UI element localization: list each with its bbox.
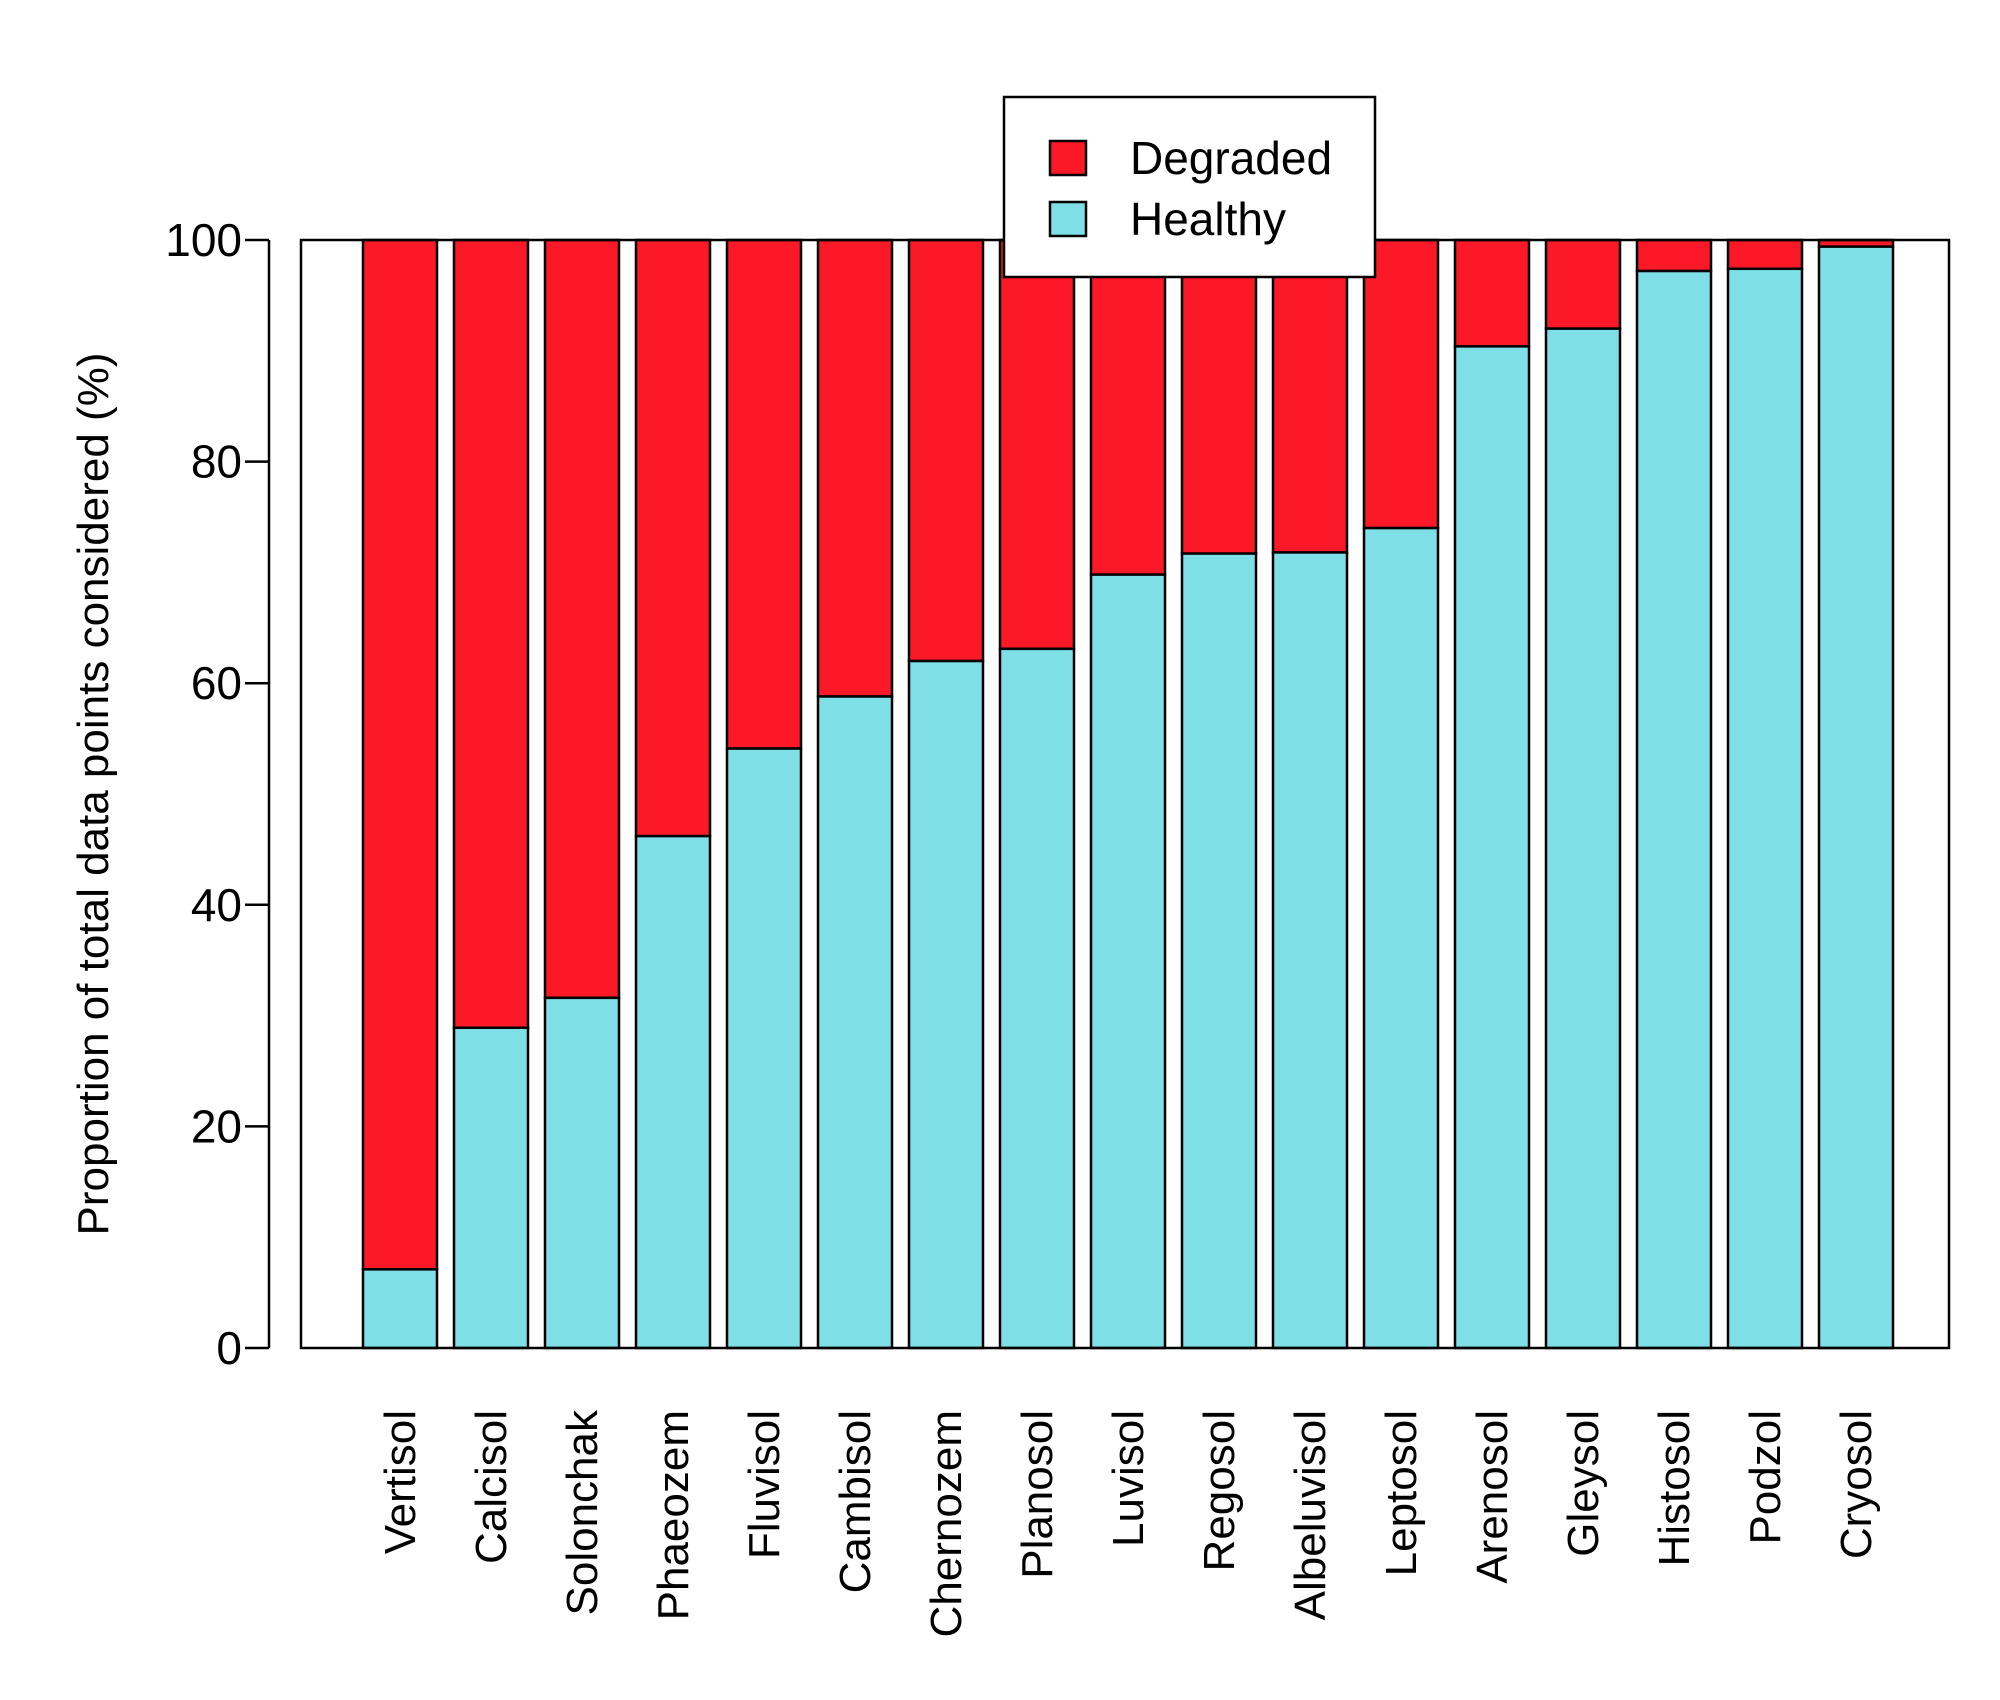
y-axis: 0 20 40 60 80 100: [165, 214, 271, 1374]
x-category-label: Planosol: [1013, 1410, 1062, 1579]
bars-group: [361, 238, 1895, 1350]
bar-degraded-solonchak: [543, 238, 621, 1000]
x-category-label: Luvisol: [1104, 1410, 1153, 1547]
bar-healthy-podzol: [1726, 267, 1804, 1350]
bar-healthy-planosol: [998, 647, 1076, 1350]
bar-degraded-chernozem: [907, 238, 985, 663]
legend-label-degraded: Degraded: [1130, 132, 1332, 184]
bar-degraded-calcisol: [452, 238, 530, 1030]
bar-healthy-cryosol: [1817, 245, 1895, 1350]
y-tick-label: 0: [216, 1322, 242, 1374]
x-category-label: Gleysol: [1559, 1410, 1608, 1557]
bar-healthy-luvisol: [1089, 573, 1167, 1350]
bar-degraded-arenosol: [1453, 238, 1531, 348]
bar-degraded-leptosol: [1362, 238, 1440, 530]
y-tick-label: 100: [165, 214, 242, 266]
bar-degraded-vertisol: [361, 238, 439, 1271]
x-category-label: Leptosol: [1377, 1410, 1426, 1576]
bar-healthy-leptosol: [1362, 526, 1440, 1350]
x-category-label: Phaeozem: [649, 1410, 698, 1620]
bar-healthy-fluvisol: [725, 747, 803, 1350]
bar-healthy-regosol: [1180, 552, 1258, 1350]
bar-healthy-gleysol: [1544, 327, 1622, 1350]
x-category-label: Solonchak: [558, 1409, 607, 1615]
y-tick-label: 40: [191, 879, 242, 931]
bar-healthy-calcisol: [452, 1026, 530, 1350]
bar-healthy-histosol: [1635, 269, 1713, 1350]
x-category-label: Cambisol: [831, 1410, 880, 1593]
legend-label-healthy: Healthy: [1130, 193, 1286, 245]
x-category-label: Fluvisol: [740, 1410, 789, 1559]
bar-healthy-chernozem: [907, 659, 985, 1350]
bar-healthy-arenosol: [1453, 345, 1531, 1350]
x-category-label: Cryosol: [1832, 1410, 1881, 1559]
legend-box: [1002, 95, 1377, 279]
legend-swatch-degraded: [1048, 139, 1088, 177]
bar-healthy-vertisol: [361, 1268, 439, 1350]
bar-degraded-albeluvisol: [1271, 238, 1349, 554]
bar-healthy-solonchak: [543, 996, 621, 1350]
bar-healthy-cambisol: [816, 695, 894, 1350]
bar-degraded-gleysol: [1544, 238, 1622, 330]
y-axis-title: Proportion of total data points consider…: [69, 353, 118, 1236]
bar-degraded-cambisol: [816, 238, 894, 698]
x-category-label: Albeluvisol: [1286, 1410, 1335, 1620]
bar-degraded-regosol: [1180, 238, 1258, 555]
x-category-label: Arenosol: [1468, 1410, 1517, 1584]
bar-degraded-histosol: [1635, 238, 1713, 273]
bar-degraded-phaeozem: [634, 238, 712, 838]
bar-degraded-fluvisol: [725, 238, 803, 750]
legend: Degraded Healthy: [1002, 95, 1377, 279]
x-category-label: Calcisol: [467, 1410, 516, 1564]
y-tick-label: 20: [191, 1100, 242, 1152]
x-category-label: Histosol: [1650, 1410, 1699, 1567]
y-tick-label: 60: [191, 657, 242, 709]
x-category-label: Regosol: [1195, 1410, 1244, 1571]
x-axis-labels: Vertisol Calcisol Solonchak Phaeozem Fluviso…: [376, 1409, 1881, 1637]
bar-degraded-luvisol: [1089, 238, 1167, 576]
y-tick-label: 80: [191, 436, 242, 488]
x-category-label: Chernozem: [922, 1410, 971, 1637]
bar-healthy-phaeozem: [634, 834, 712, 1350]
x-category-label: Vertisol: [376, 1410, 425, 1554]
x-category-label: Podzol: [1741, 1410, 1790, 1545]
bar-degraded-planosol: [998, 238, 1076, 651]
bar-degraded-podzol: [1726, 238, 1804, 271]
legend-swatch-healthy: [1048, 200, 1088, 238]
bar-healthy-albeluvisol: [1271, 551, 1349, 1350]
